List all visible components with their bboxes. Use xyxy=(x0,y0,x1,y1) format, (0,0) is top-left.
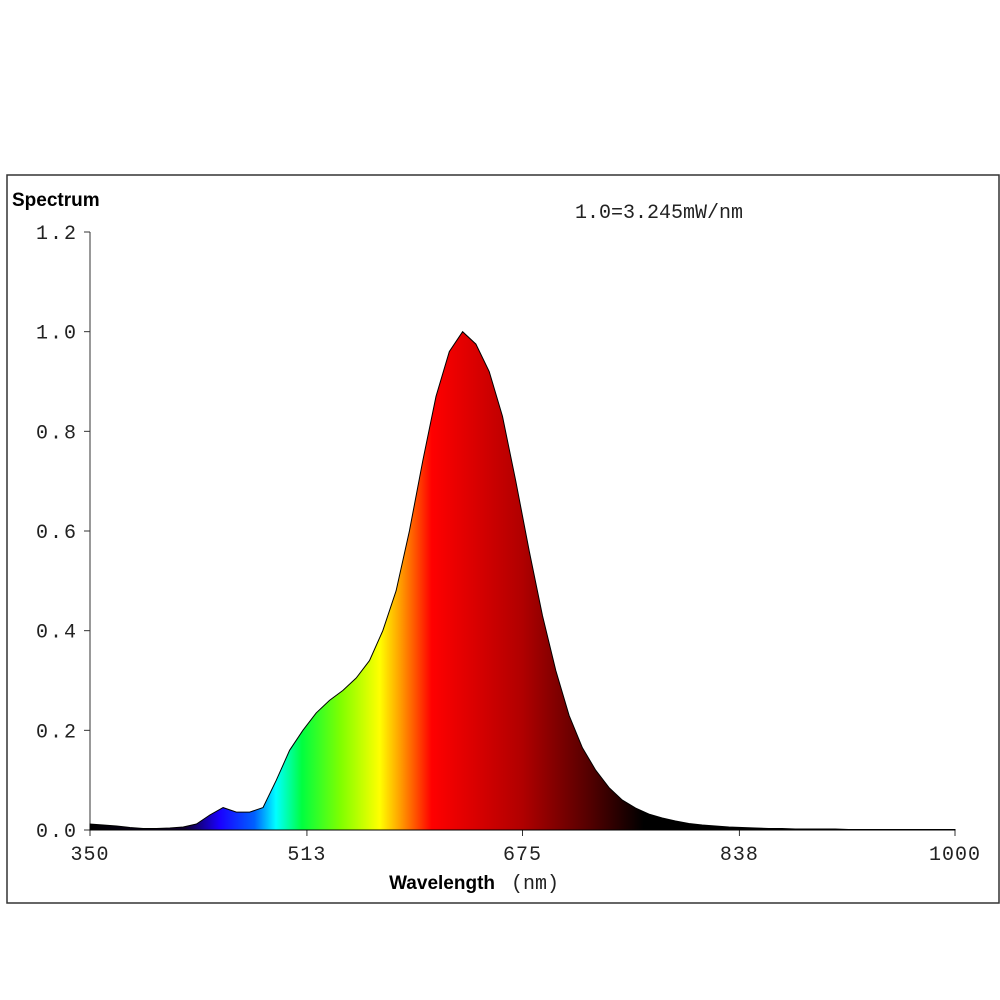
frame xyxy=(6,174,1000,904)
y-tick-label: 1.0 xyxy=(36,323,78,346)
x-tick-label: 513 xyxy=(287,844,326,867)
x-axis-unit: (nm) xyxy=(511,873,559,896)
y-tick-label: 0.0 xyxy=(36,821,78,844)
x-tick-label: 675 xyxy=(503,844,542,867)
x-axis-label: Wavelength xyxy=(389,873,495,894)
y-tick-label: 0.4 xyxy=(36,622,78,645)
x-tick-label: 350 xyxy=(70,844,109,867)
y-tick-label: 0.2 xyxy=(36,721,78,744)
y-tick-label: 1.2 xyxy=(36,223,78,246)
x-tick-label: 838 xyxy=(720,844,759,867)
spectrum-area xyxy=(89,330,956,831)
x-tick-label: 1000 xyxy=(929,844,981,867)
annotation: 1.0=3.245mW/nm xyxy=(575,202,743,225)
y-tick-label: 0.8 xyxy=(36,422,78,445)
chart-title: Spectrum xyxy=(12,190,100,211)
y-tick-label: 0.6 xyxy=(36,522,78,545)
